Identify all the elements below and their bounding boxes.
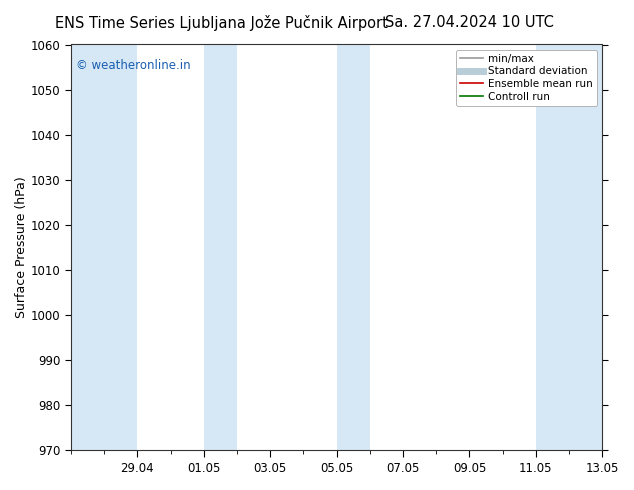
Text: Sa. 27.04.2024 10 UTC: Sa. 27.04.2024 10 UTC (385, 15, 553, 30)
Bar (337, 45, 370, 450)
Text: © weatheronline.in: © weatheronline.in (76, 59, 191, 72)
Legend: min/max, Standard deviation, Ensemble mean run, Controll run: min/max, Standard deviation, Ensemble me… (456, 49, 597, 106)
Bar (204, 45, 237, 450)
Bar (536, 45, 602, 450)
Text: ENS Time Series Ljubljana Jože Pučnik Airport: ENS Time Series Ljubljana Jože Pučnik Ai… (55, 15, 389, 31)
Y-axis label: Surface Pressure (hPa): Surface Pressure (hPa) (15, 176, 28, 318)
Bar (71, 45, 138, 450)
